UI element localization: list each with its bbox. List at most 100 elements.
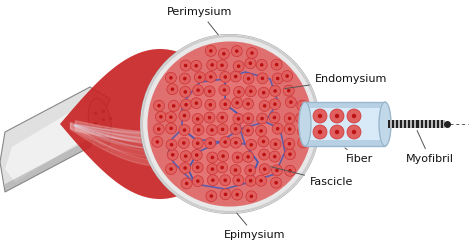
Circle shape bbox=[180, 151, 191, 162]
Circle shape bbox=[273, 89, 277, 93]
Circle shape bbox=[223, 88, 226, 92]
Circle shape bbox=[271, 59, 282, 70]
Circle shape bbox=[169, 115, 173, 119]
Circle shape bbox=[234, 168, 237, 172]
Circle shape bbox=[243, 113, 254, 124]
Circle shape bbox=[182, 114, 186, 117]
Bar bbox=[435, 120, 437, 128]
Circle shape bbox=[275, 63, 278, 66]
Circle shape bbox=[272, 73, 283, 84]
Circle shape bbox=[208, 116, 211, 120]
Bar bbox=[437, 120, 439, 128]
Circle shape bbox=[288, 142, 291, 146]
Text: Fascicle: Fascicle bbox=[271, 167, 354, 187]
Circle shape bbox=[335, 130, 339, 134]
Circle shape bbox=[301, 141, 305, 144]
Circle shape bbox=[246, 47, 257, 59]
Circle shape bbox=[274, 181, 278, 185]
Bar bbox=[406, 120, 409, 128]
Circle shape bbox=[223, 178, 227, 182]
Circle shape bbox=[283, 85, 294, 96]
Circle shape bbox=[210, 194, 213, 198]
Circle shape bbox=[245, 165, 255, 176]
Circle shape bbox=[155, 111, 166, 122]
Circle shape bbox=[234, 75, 237, 78]
Circle shape bbox=[260, 63, 264, 67]
Circle shape bbox=[272, 165, 283, 176]
Polygon shape bbox=[240, 119, 285, 182]
Circle shape bbox=[232, 97, 243, 108]
Circle shape bbox=[260, 117, 264, 120]
Circle shape bbox=[296, 113, 307, 124]
Circle shape bbox=[195, 153, 199, 157]
Circle shape bbox=[288, 117, 292, 120]
Ellipse shape bbox=[299, 102, 311, 146]
Circle shape bbox=[223, 103, 227, 106]
Circle shape bbox=[245, 86, 256, 97]
Circle shape bbox=[183, 166, 187, 170]
Bar bbox=[305, 102, 385, 146]
Circle shape bbox=[262, 153, 266, 156]
Bar bbox=[419, 120, 420, 128]
Bar bbox=[414, 120, 417, 128]
Circle shape bbox=[205, 99, 216, 110]
Circle shape bbox=[179, 110, 190, 121]
Circle shape bbox=[272, 123, 283, 134]
Circle shape bbox=[165, 72, 176, 83]
Circle shape bbox=[313, 125, 327, 139]
Circle shape bbox=[152, 136, 163, 147]
Bar bbox=[427, 120, 428, 128]
Circle shape bbox=[235, 49, 238, 53]
Text: Fiber: Fiber bbox=[345, 148, 374, 164]
Circle shape bbox=[301, 104, 304, 107]
Circle shape bbox=[166, 139, 177, 150]
Circle shape bbox=[194, 101, 198, 105]
Polygon shape bbox=[225, 72, 278, 129]
Circle shape bbox=[205, 71, 216, 82]
Circle shape bbox=[234, 127, 237, 131]
Circle shape bbox=[230, 71, 241, 82]
Circle shape bbox=[288, 169, 292, 173]
Circle shape bbox=[205, 45, 216, 56]
Circle shape bbox=[237, 64, 240, 68]
Circle shape bbox=[273, 103, 277, 106]
Circle shape bbox=[284, 149, 295, 160]
Circle shape bbox=[192, 176, 203, 187]
Circle shape bbox=[223, 140, 227, 144]
Circle shape bbox=[157, 104, 161, 107]
Circle shape bbox=[207, 175, 219, 186]
Circle shape bbox=[221, 127, 224, 131]
Circle shape bbox=[196, 142, 200, 145]
Circle shape bbox=[243, 73, 254, 84]
Circle shape bbox=[318, 114, 322, 118]
Circle shape bbox=[233, 86, 245, 97]
Circle shape bbox=[232, 152, 243, 163]
Bar bbox=[441, 120, 443, 128]
Circle shape bbox=[261, 77, 264, 80]
Circle shape bbox=[191, 149, 202, 161]
Circle shape bbox=[352, 130, 356, 134]
Circle shape bbox=[223, 75, 227, 79]
Bar bbox=[392, 120, 394, 128]
Circle shape bbox=[298, 126, 309, 137]
Bar bbox=[402, 120, 404, 128]
Bar bbox=[423, 120, 425, 128]
Text: Endomysium: Endomysium bbox=[285, 74, 387, 89]
Circle shape bbox=[263, 167, 266, 171]
Bar bbox=[443, 120, 445, 128]
Circle shape bbox=[236, 193, 239, 196]
Circle shape bbox=[193, 124, 204, 135]
Circle shape bbox=[245, 175, 256, 186]
Circle shape bbox=[232, 189, 243, 200]
Circle shape bbox=[245, 58, 256, 69]
Circle shape bbox=[247, 77, 250, 81]
Ellipse shape bbox=[88, 98, 112, 148]
Circle shape bbox=[255, 175, 266, 186]
Bar bbox=[420, 120, 423, 128]
Circle shape bbox=[179, 73, 191, 84]
Circle shape bbox=[231, 46, 242, 57]
Circle shape bbox=[182, 128, 186, 132]
Circle shape bbox=[196, 165, 200, 169]
Circle shape bbox=[191, 60, 202, 71]
Polygon shape bbox=[188, 142, 258, 189]
